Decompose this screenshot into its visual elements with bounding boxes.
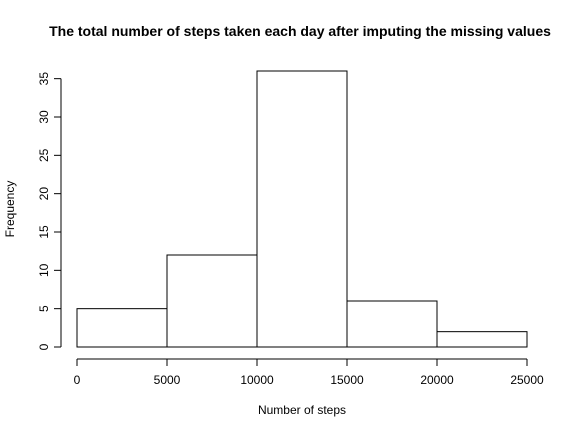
- histogram-bar-2: [256, 70, 348, 348]
- y-tick-label: 25: [37, 148, 51, 162]
- y-tick-label: 35: [37, 72, 51, 86]
- histogram-bar-0: [76, 308, 168, 348]
- histogram-bar-1: [166, 254, 258, 348]
- y-tick-label: 5: [37, 305, 51, 312]
- x-tick-label: 25000: [510, 373, 544, 387]
- histogram-bar-4: [436, 331, 528, 348]
- x-tick-label: 15000: [330, 373, 364, 387]
- bars-group: [76, 70, 528, 348]
- y-tick-label: 0: [37, 343, 51, 350]
- x-tick-label: 10000: [240, 373, 274, 387]
- x-tick-label: 20000: [420, 373, 454, 387]
- x-axis-label: Number of steps: [258, 403, 346, 417]
- y-tick-label: 30: [37, 110, 51, 124]
- y-axis: 0 5 10 15 20 25 30 35: [37, 72, 62, 350]
- x-tick-label: 0: [74, 373, 81, 387]
- x-tick-label: 5000: [154, 373, 181, 387]
- chart-title: The total number of steps taken each day…: [49, 23, 551, 39]
- y-tick-label: 10: [37, 263, 51, 277]
- y-axis-label: Frequency: [3, 181, 17, 238]
- histogram-bar-3: [346, 300, 438, 348]
- y-tick-label: 15: [37, 225, 51, 239]
- x-axis: 0 5000 10000 15000 20000 25000: [74, 358, 544, 387]
- y-tick-label: 20: [37, 187, 51, 201]
